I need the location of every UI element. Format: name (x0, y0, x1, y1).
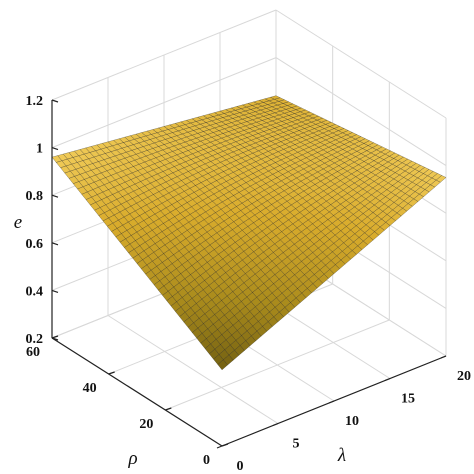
z-tick (51, 242, 59, 246)
z-tick-label: 1.2 (26, 94, 44, 109)
z-tick (51, 147, 59, 151)
z-tick (51, 194, 59, 198)
z-tick (51, 337, 59, 341)
surface-patch (217, 359, 228, 371)
x-tick-label: 0 (237, 459, 244, 474)
x-tick-label: 10 (345, 414, 359, 429)
x-tick (384, 377, 391, 382)
y-axis-line (51, 337, 223, 447)
y-tick (51, 335, 59, 339)
floor-grid-line (107, 315, 279, 424)
back-grid-line (51, 9, 277, 101)
surface (51, 95, 447, 371)
z-axis-title: e (14, 212, 22, 233)
axes (51, 99, 447, 449)
x-tick (272, 422, 279, 427)
side-grid-line (275, 57, 447, 167)
z-tick-label: 0.6 (26, 237, 44, 252)
x-axis-title: λ (337, 445, 346, 466)
y-axis-title: ρ (127, 448, 137, 469)
y-tick (108, 371, 115, 375)
z-tick-label: 0.4 (26, 284, 44, 299)
y-tick-label: 60 (26, 345, 40, 360)
y-tick (221, 443, 229, 447)
x-tick (216, 445, 223, 449)
y-tick-label: 0 (203, 453, 210, 468)
x-tick-label: 5 (293, 437, 300, 452)
x-tick (440, 355, 447, 359)
y-tick (165, 407, 172, 411)
y-tick-label: 20 (139, 417, 153, 432)
z-tick (51, 289, 59, 293)
z-tick-label: 0.2 (26, 332, 44, 347)
z-tick-label: 0.8 (26, 189, 44, 204)
x-tick-label: 15 (401, 392, 415, 407)
floor-grid-line (165, 319, 390, 411)
x-tick-label: 20 (457, 369, 471, 384)
z-tick-label: 1 (36, 142, 43, 157)
z-tick (51, 99, 59, 103)
y-tick-label: 40 (83, 381, 97, 396)
x-tick (328, 400, 335, 404)
tick-labels: 0 5 10 15 20 0 20 40 600.2 0.4 0.6 0.8 1 1.2 (26, 94, 472, 474)
side-grid-line (275, 9, 447, 119)
back-grid-line (51, 57, 277, 149)
